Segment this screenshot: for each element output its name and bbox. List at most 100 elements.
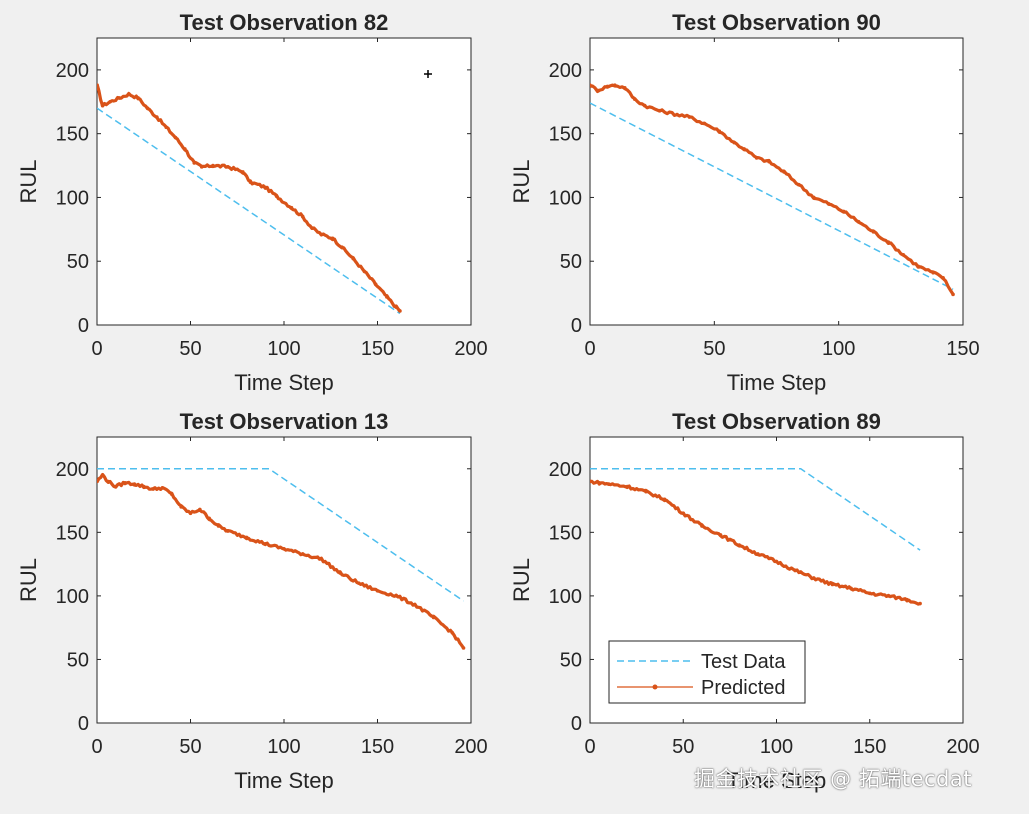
x-tick-label: 0 — [91, 736, 102, 758]
series-line-predicted — [97, 472, 465, 649]
data-point-predicted — [192, 161, 197, 165]
subplot-4: 0 50 100 150 200 0 50 100 150 200 Test Observation… — [509, 409, 980, 793]
data-point-predicted — [244, 535, 249, 540]
data-point-predicted — [931, 270, 935, 275]
data-point-predicted — [394, 305, 399, 309]
data-point-predicted — [597, 480, 602, 485]
data-point-predicted — [274, 194, 279, 198]
y-axis-label: RUL — [16, 558, 41, 602]
data-point-predicted — [319, 557, 324, 561]
subplot-title: Test Observation 13 — [180, 409, 389, 434]
x-axis-label: Time Step — [234, 370, 333, 395]
data-point-predicted — [330, 236, 335, 241]
x-tick-label: 150 — [361, 736, 394, 758]
y-tick-label: 100 — [549, 586, 582, 608]
data-point-predicted — [901, 253, 906, 257]
data-point-predicted — [211, 163, 215, 168]
data-point-predicted — [164, 125, 168, 130]
x-tick-label: 50 — [179, 338, 201, 360]
data-point-predicted — [867, 591, 872, 596]
data-point-predicted — [700, 524, 704, 528]
data-point-predicted — [179, 505, 183, 509]
series-line-test-data — [97, 107, 401, 315]
data-point-predicted — [263, 185, 268, 190]
plot-area — [96, 37, 472, 326]
data-point-predicted — [793, 568, 797, 573]
data-point-predicted — [282, 547, 286, 551]
subplot-title: Test Observation 89 — [672, 409, 881, 434]
x-axis-label: Time Step — [727, 768, 826, 793]
x-tick-label: 0 — [584, 736, 595, 758]
y-tick-label: 50 — [560, 251, 582, 273]
y-tick-label: 100 — [549, 187, 582, 209]
x-tick-label: 0 — [584, 338, 595, 360]
x-tick-label: 100 — [267, 736, 300, 758]
data-point-predicted — [394, 594, 399, 598]
x-tick-label: 100 — [267, 338, 300, 360]
data-point-predicted — [145, 106, 150, 110]
data-point-predicted — [450, 630, 455, 635]
data-point-predicted — [241, 170, 245, 174]
data-point-predicted — [413, 602, 417, 607]
x-axis-label: Time Step — [727, 370, 826, 395]
data-point-predicted — [461, 646, 466, 650]
y-tick-label: 50 — [67, 649, 89, 671]
data-point-predicted — [675, 112, 679, 117]
data-point-predicted — [362, 269, 367, 274]
data-point-predicted — [613, 83, 617, 87]
data-point-predicted — [170, 492, 174, 497]
data-point-predicted — [642, 103, 647, 108]
subplot-title: Test Observation 82 — [180, 10, 389, 35]
x-tick-label: 150 — [853, 736, 886, 758]
y-tick-label: 200 — [549, 60, 582, 82]
x-tick-label: 200 — [946, 736, 979, 758]
data-point-predicted — [300, 552, 305, 556]
data-point-predicted — [702, 121, 707, 126]
data-point-predicted — [132, 482, 137, 486]
data-point-predicted — [590, 83, 592, 87]
data-point-predicted — [340, 245, 344, 249]
plot-area — [96, 436, 472, 724]
data-point-predicted — [849, 586, 853, 591]
data-point-predicted — [199, 165, 204, 169]
y-tick-label: 0 — [571, 315, 582, 337]
data-point-predicted — [155, 115, 159, 119]
y-tick-label: 50 — [560, 649, 582, 671]
x-tick-label: 50 — [703, 338, 725, 360]
data-point-predicted — [226, 529, 230, 533]
watermark: 掘金技术社区 @ 拓端tecdat — [694, 767, 972, 791]
data-point-predicted — [590, 479, 592, 484]
data-point-predicted — [754, 156, 759, 160]
data-point-predicted — [774, 559, 779, 564]
data-point-predicted — [812, 576, 816, 580]
crosshair-cursor-icon — [424, 70, 432, 78]
plot-area — [589, 37, 964, 326]
data-point-predicted — [871, 230, 876, 234]
y-tick-label: 0 — [78, 315, 89, 337]
data-point-predicted — [717, 129, 722, 133]
data-point-predicted — [767, 159, 771, 164]
data-point-predicted — [681, 511, 686, 516]
data-point-predicted — [151, 487, 155, 491]
legend: Test Data Predicted — [608, 640, 806, 704]
data-point-predicted — [657, 108, 662, 113]
data-point-predicted — [108, 99, 112, 104]
data-point-predicted — [248, 180, 253, 184]
subplot-title: Test Observation 90 — [672, 10, 881, 35]
series-line-test-data — [590, 102, 954, 290]
data-point-predicted — [226, 165, 230, 169]
data-point-predicted — [623, 85, 627, 90]
y-tick-label: 200 — [56, 459, 89, 481]
data-point-predicted — [632, 97, 637, 102]
data-point-predicted — [106, 479, 111, 484]
x-tick-label: 100 — [822, 338, 855, 360]
y-tick-label: 150 — [56, 522, 89, 544]
data-point-predicted — [916, 264, 921, 269]
data-point-predicted — [951, 292, 955, 297]
data-point-predicted — [687, 115, 692, 119]
data-point-predicted — [812, 195, 816, 200]
y-axis-label: RUL — [509, 558, 534, 602]
data-point-predicted — [173, 135, 178, 140]
y-tick-label: 200 — [56, 60, 89, 82]
